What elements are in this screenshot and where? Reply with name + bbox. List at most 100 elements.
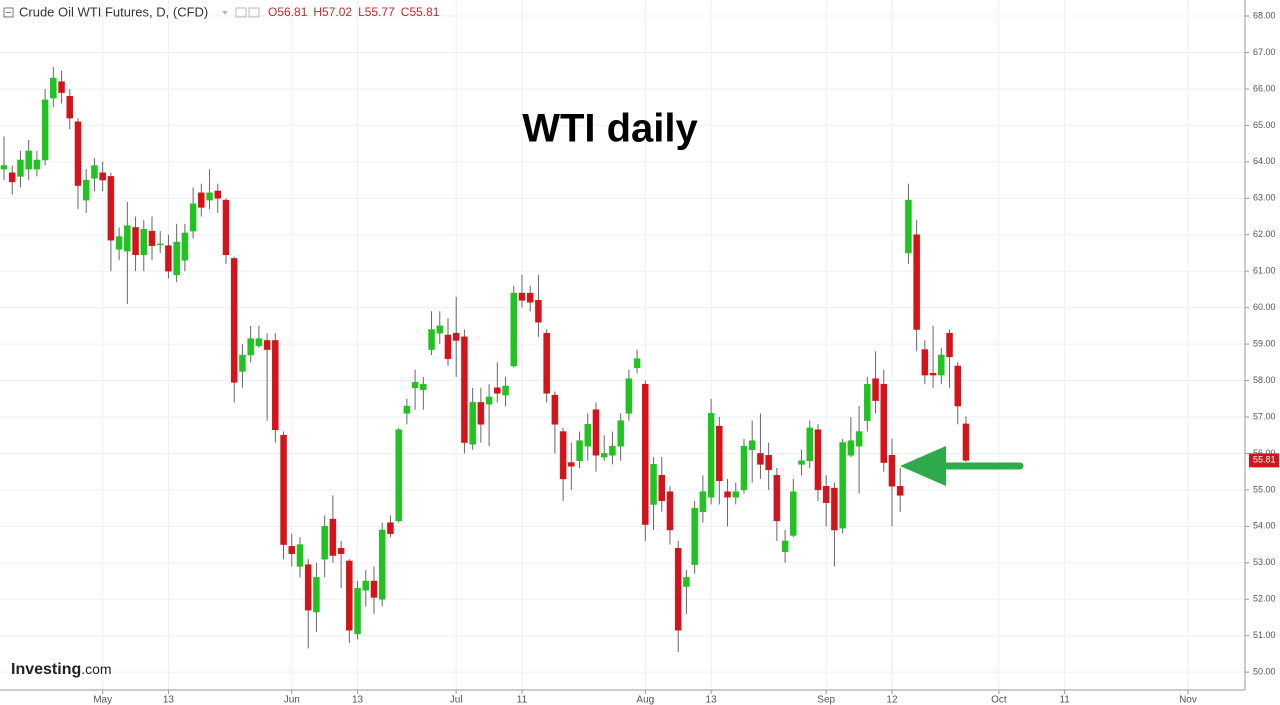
x-tick-label: 11 [517, 695, 528, 705]
candle-body [461, 336, 468, 443]
candle-body [658, 475, 666, 502]
candle-body [559, 431, 567, 480]
candle-body [444, 334, 452, 359]
candle-body [954, 365, 962, 407]
legend-entry: O56.81 [268, 5, 308, 19]
candle-body [798, 460, 805, 465]
y-tick-label: 67.00 [1253, 47, 1276, 57]
candle-body [576, 440, 583, 461]
y-tick-label: 62.00 [1253, 229, 1276, 239]
candle-body [25, 150, 32, 170]
candle-body [732, 491, 740, 498]
y-tick-label: 52.00 [1253, 594, 1276, 604]
candle-body [198, 192, 205, 208]
candle-body [387, 522, 394, 534]
candle-body [839, 442, 846, 529]
x-tick-label: 13 [352, 695, 364, 705]
candle-body [551, 394, 559, 425]
candle-body [58, 81, 65, 93]
collapse-icon[interactable] [3, 7, 14, 18]
candle-body [436, 325, 444, 334]
candle-body [206, 192, 213, 201]
candle-body [699, 491, 707, 513]
candle-body [239, 354, 246, 372]
candle-body [773, 475, 781, 522]
candle-body [592, 409, 600, 456]
watermark: Investing.com [11, 661, 112, 679]
candle-body [288, 546, 296, 554]
y-tick-label: 59.00 [1253, 338, 1276, 348]
candle-body [790, 491, 797, 536]
candle-body [913, 234, 920, 330]
candle-body [82, 179, 90, 201]
candle-body [872, 378, 879, 401]
x-tick-label: 13 [163, 695, 175, 705]
candle-body [272, 340, 279, 430]
candle-body [214, 190, 222, 199]
candle-body [378, 529, 386, 600]
candle-body [962, 423, 970, 461]
candle-body [806, 427, 814, 461]
candle-body [8, 172, 16, 183]
candle-body [822, 485, 830, 503]
candle-body [66, 95, 74, 119]
y-tick-label: 68.00 [1253, 10, 1276, 20]
candle-body [946, 332, 953, 358]
watermark-brand: Investing [11, 661, 81, 678]
y-tick-label: 54.00 [1253, 521, 1276, 531]
candle-body [888, 455, 896, 487]
candle-body [280, 434, 287, 545]
x-tick-label: Aug [636, 695, 654, 705]
candle-body [107, 176, 115, 241]
candle-body [716, 425, 723, 482]
candle-body [41, 99, 49, 161]
candle-body [642, 383, 649, 525]
candle-body [633, 358, 641, 369]
candle-body [91, 165, 98, 179]
candle-body [781, 540, 789, 553]
candle-body [165, 245, 172, 272]
candle-body [132, 227, 139, 256]
candle-body [494, 387, 501, 394]
candle-body [740, 445, 748, 491]
candle-body [115, 236, 123, 250]
candle-body [748, 440, 756, 451]
y-tick-label: 55.00 [1253, 484, 1276, 494]
candle-body [33, 159, 41, 170]
candle-body [428, 329, 435, 350]
legend-entry: C55.81 [401, 5, 440, 19]
x-tick-label: Oct [991, 695, 1007, 705]
candle-body [156, 243, 164, 246]
candle-body [403, 405, 411, 414]
last-price-tag [1249, 453, 1279, 468]
candle-body [230, 258, 238, 383]
candle-body [905, 199, 912, 254]
x-tick-label: 12 [886, 695, 898, 705]
candle-body [617, 420, 624, 447]
candle-body [535, 300, 542, 323]
candle-body [321, 526, 328, 560]
x-tick-label: Jun [284, 695, 300, 705]
eye-icon[interactable] [235, 7, 247, 18]
candle-body [543, 332, 550, 394]
candle-body [609, 445, 616, 456]
candle-body [477, 402, 485, 425]
candle-body [362, 580, 370, 591]
candle-body [518, 292, 526, 301]
candle-body [222, 199, 230, 256]
y-tick-label: 51.00 [1253, 630, 1276, 640]
candle-body [683, 577, 690, 587]
candle-body [313, 577, 320, 613]
candle-body [847, 440, 855, 456]
candle-body [304, 564, 312, 611]
candle-body [485, 396, 493, 405]
legend-entry: H57.02 [313, 5, 352, 19]
candle-body [74, 121, 82, 186]
dropdown-icon[interactable] [222, 11, 228, 15]
candle-body [707, 413, 715, 498]
candle-body [880, 383, 888, 463]
y-tick-label: 60.00 [1253, 302, 1276, 312]
settings-icon[interactable] [248, 7, 260, 18]
